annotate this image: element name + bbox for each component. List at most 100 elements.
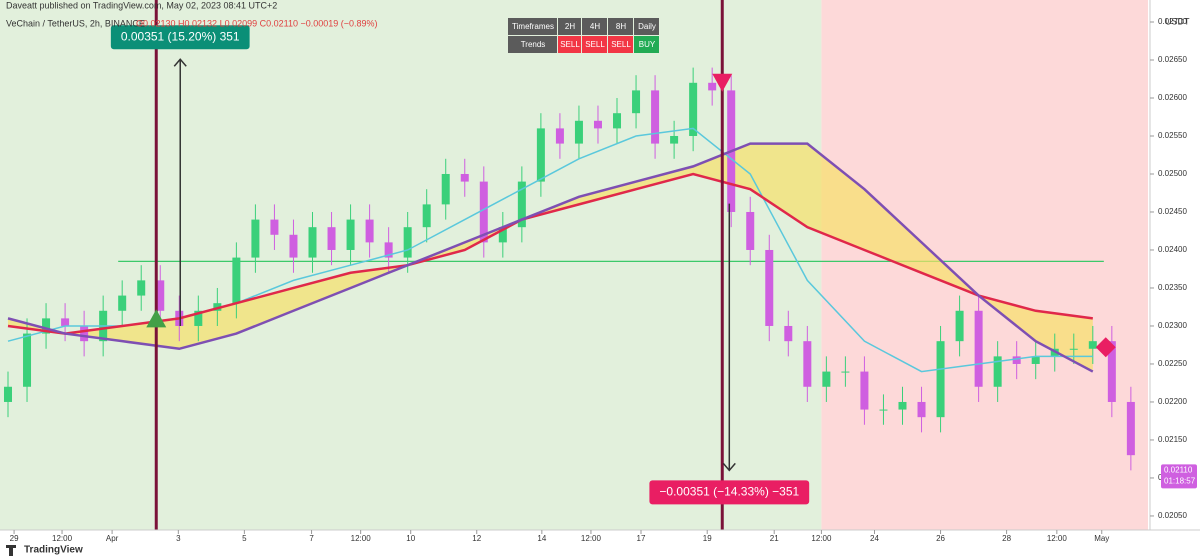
table-cell [582, 18, 607, 35]
candle-body [879, 409, 888, 411]
candle-body [1107, 341, 1116, 402]
x-tick-label: Apr [106, 534, 119, 543]
candle-body [156, 280, 165, 311]
candle-body [384, 242, 393, 258]
candle-body [765, 249, 774, 326]
table-text: Daily [638, 22, 656, 31]
candle-body [936, 341, 945, 418]
candle-body [441, 173, 450, 205]
moving-average [7, 142, 1094, 373]
signal-marker [712, 73, 733, 92]
y-tick-label: 0.02550 [1158, 131, 1187, 140]
y-tick-label: 0.02700 [1158, 17, 1187, 26]
signal-marker [1095, 337, 1116, 358]
arrow-head [173, 58, 187, 67]
table-text: SELL [560, 40, 580, 49]
y-tick-label: 0.02400 [1158, 245, 1187, 254]
y-tick-label: 0.02450 [1158, 207, 1187, 216]
table-cell [634, 18, 659, 35]
candle-body [42, 318, 51, 334]
candle-body [670, 135, 679, 144]
signal-marker [146, 309, 167, 328]
table-text: SELL [585, 40, 605, 49]
candle-body [955, 310, 964, 342]
x-tick-label: 29 [10, 534, 19, 543]
y-tick-label: 0.02600 [1158, 93, 1187, 102]
candle-body [613, 113, 622, 129]
x-tick-label: 12:00 [52, 534, 73, 543]
y-tick-label: 0.02300 [1158, 321, 1187, 330]
brand-logo [6, 545, 16, 556]
y-tick-label: 0.02150 [1158, 435, 1187, 444]
candle-body [651, 90, 660, 144]
candle-body [498, 227, 507, 243]
measure-box [649, 480, 810, 505]
candle-body [632, 90, 641, 114]
publisher: Daveatt published on TradingView.com, Ma… [6, 0, 277, 10]
candle-body [860, 371, 869, 410]
candle-body [803, 341, 812, 387]
candle-body [194, 310, 203, 326]
plot-area: 0.00351 (15.20%) 351 −0.00351 (−14.33%) −… [0, 0, 1148, 530]
candle-body [460, 173, 469, 182]
candle-body [80, 325, 89, 342]
candle-body [23, 333, 32, 387]
candle-body [61, 318, 70, 326]
brand: TradingView [24, 545, 83, 556]
x-tick-label: 3 [176, 534, 181, 543]
table-text: 8H [616, 22, 626, 31]
y-tick-label: 0.02650 [1158, 55, 1187, 64]
countdown: 01:18:57 [1164, 476, 1196, 485]
candle-body [137, 280, 146, 296]
candle-body [422, 204, 431, 228]
candle-body [479, 181, 488, 243]
table-text: 2H [565, 22, 575, 31]
candle-body [1069, 348, 1078, 350]
table-text: Timeframes [512, 22, 554, 31]
table-text: Trends [521, 40, 546, 49]
candle-body [746, 211, 755, 250]
candle-body [841, 371, 850, 373]
candle-body [974, 310, 983, 387]
table-text: SELL [611, 40, 631, 49]
candle-body [270, 219, 279, 235]
candle-body [346, 219, 355, 250]
y-tick-label: 0.02200 [1158, 397, 1187, 406]
candle-body [536, 128, 545, 182]
table-cell [634, 36, 659, 53]
candle-body [898, 401, 907, 410]
table-cell [508, 36, 557, 53]
x-tick-label: 21 [770, 534, 779, 543]
candle-body [308, 227, 317, 258]
x-tick-label: 7 [309, 534, 314, 543]
x-tick-label: 5 [242, 534, 247, 543]
x-tick-label: 12:00 [581, 534, 602, 543]
measure-label: −0.00351 (−14.33%) −351 [659, 485, 799, 499]
y-tick-label: 0.02250 [1158, 359, 1187, 368]
candle-body [3, 386, 12, 402]
moving-average [7, 172, 1093, 335]
table-text: BUY [639, 40, 656, 49]
candle-body [289, 234, 298, 258]
y-tick-label: 0.02500 [1158, 169, 1187, 178]
candle-body [993, 356, 1002, 387]
x-tick-label: 10 [406, 534, 415, 543]
candle-body [1088, 341, 1097, 349]
candle-body [1031, 356, 1040, 364]
candle-body [822, 371, 831, 387]
table-cell [582, 36, 607, 53]
candle-body [1126, 401, 1135, 456]
candle-body [118, 295, 127, 311]
chart-title: VeChain / TetherUS, 2h, BINANCE [6, 18, 145, 28]
candle-body [917, 401, 926, 418]
x-tick-label: 28 [1002, 534, 1011, 543]
table-cell [558, 36, 581, 53]
y-tick-label: 0.02050 [1158, 511, 1187, 520]
candle-body [593, 120, 602, 129]
candle-body [574, 120, 583, 144]
x-tick-label: 12:00 [1047, 534, 1068, 543]
measure-label: 0.00351 (15.20%) 351 [121, 29, 240, 43]
ohlc-legend: O0.02130 H0.02132 L0.02099 C0.02110 −0.0… [136, 18, 378, 28]
cloud [7, 143, 1093, 372]
candle-body [1012, 356, 1021, 364]
